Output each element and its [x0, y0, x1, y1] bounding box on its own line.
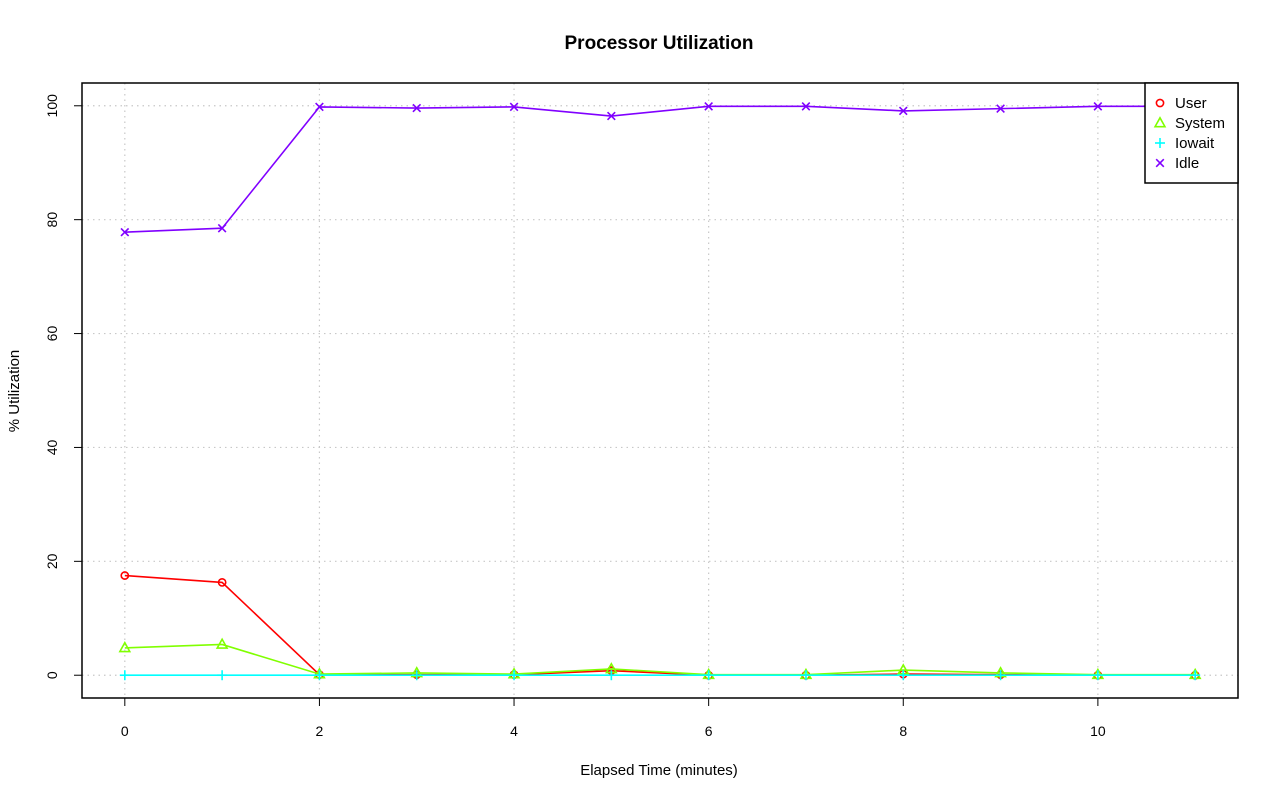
data-point-iowait-2	[314, 670, 325, 681]
y-tick-label-100: 100	[44, 94, 60, 118]
x-tick-label-8: 8	[899, 723, 907, 739]
legend-marker-system	[1153, 116, 1167, 128]
plot-frame	[81, 82, 1239, 699]
y-tick-label-80: 80	[44, 212, 60, 228]
data-point-iowait-9	[995, 670, 1006, 681]
legend: User System Iowait Idle	[1144, 82, 1239, 184]
chart-title: Processor Utilization	[565, 33, 754, 54]
x-tick-label-6: 6	[705, 723, 713, 739]
legend-label-user: User	[1175, 95, 1207, 112]
data-point-iowait-7	[800, 670, 811, 681]
legend-marker-idle	[1155, 158, 1165, 168]
legend-item-system: System	[1153, 115, 1225, 132]
data-point-iowait-1	[217, 670, 228, 681]
legend-item-iowait: Iowait	[1155, 135, 1215, 152]
x-tick-label-4: 4	[510, 723, 518, 739]
data-point-idle-5	[606, 111, 616, 121]
data-point-idle-9	[996, 104, 1005, 113]
data-point-idle-10	[1093, 101, 1103, 111]
legend-label-idle: Idle	[1175, 155, 1199, 172]
y-tick-label-40: 40	[44, 439, 60, 455]
x-tick-label-10: 10	[1090, 723, 1106, 739]
data-point-iowait-11	[1190, 670, 1201, 681]
x-axis-label: Elapsed Time (minutes)	[580, 762, 738, 779]
data-point-system-1	[215, 637, 229, 649]
data-point-idle-8	[898, 106, 908, 116]
series-idle	[120, 101, 1200, 237]
data-point-idle-2	[315, 102, 324, 112]
x-tick-label-0: 0	[121, 723, 129, 739]
data-point-iowait-6	[703, 670, 714, 681]
legend-label-system: System	[1175, 115, 1225, 132]
x-tick-label-2: 2	[316, 723, 324, 739]
series-line-idle	[124, 105, 1196, 233]
y-tick-label-0: 0	[44, 671, 60, 679]
series-line-system	[124, 643, 1196, 676]
series-iowait	[119, 670, 1201, 681]
legend-marker-iowait	[1155, 138, 1165, 148]
series-layer	[118, 101, 1202, 681]
data-point-idle-7	[801, 101, 811, 111]
legend-item-idle: Idle	[1155, 155, 1199, 172]
data-point-iowait-0	[119, 670, 130, 681]
data-point-idle-1	[217, 223, 227, 233]
data-point-idle-4	[509, 102, 519, 112]
y-tick-label-20: 20	[44, 553, 60, 569]
data-point-iowait-4	[509, 670, 520, 681]
data-point-iowait-3	[411, 670, 422, 681]
y-axis-label: % Utilization	[6, 350, 23, 433]
grid	[82, 83, 1238, 698]
data-point-idle-3	[412, 103, 422, 113]
y-axis: 0 20 40 60 80 100	[44, 94, 82, 679]
data-point-iowait-8	[898, 670, 909, 681]
data-point-user-1	[217, 578, 227, 587]
legend-item-user: User	[1155, 95, 1207, 112]
y-tick-label-60: 60	[44, 326, 60, 342]
x-axis: 0 2 4 6 8 10	[121, 698, 1106, 739]
data-point-idle-0	[120, 227, 130, 237]
legend-marker-user	[1155, 98, 1165, 108]
data-point-idle-6	[704, 101, 714, 111]
legend-label-iowait: Iowait	[1175, 135, 1215, 152]
data-point-iowait-5	[606, 670, 617, 681]
series-line-user	[124, 574, 1196, 677]
data-point-user-0	[120, 571, 130, 580]
data-point-iowait-10	[1092, 670, 1103, 681]
series-system	[118, 637, 1202, 680]
data-point-system-0	[118, 641, 132, 653]
